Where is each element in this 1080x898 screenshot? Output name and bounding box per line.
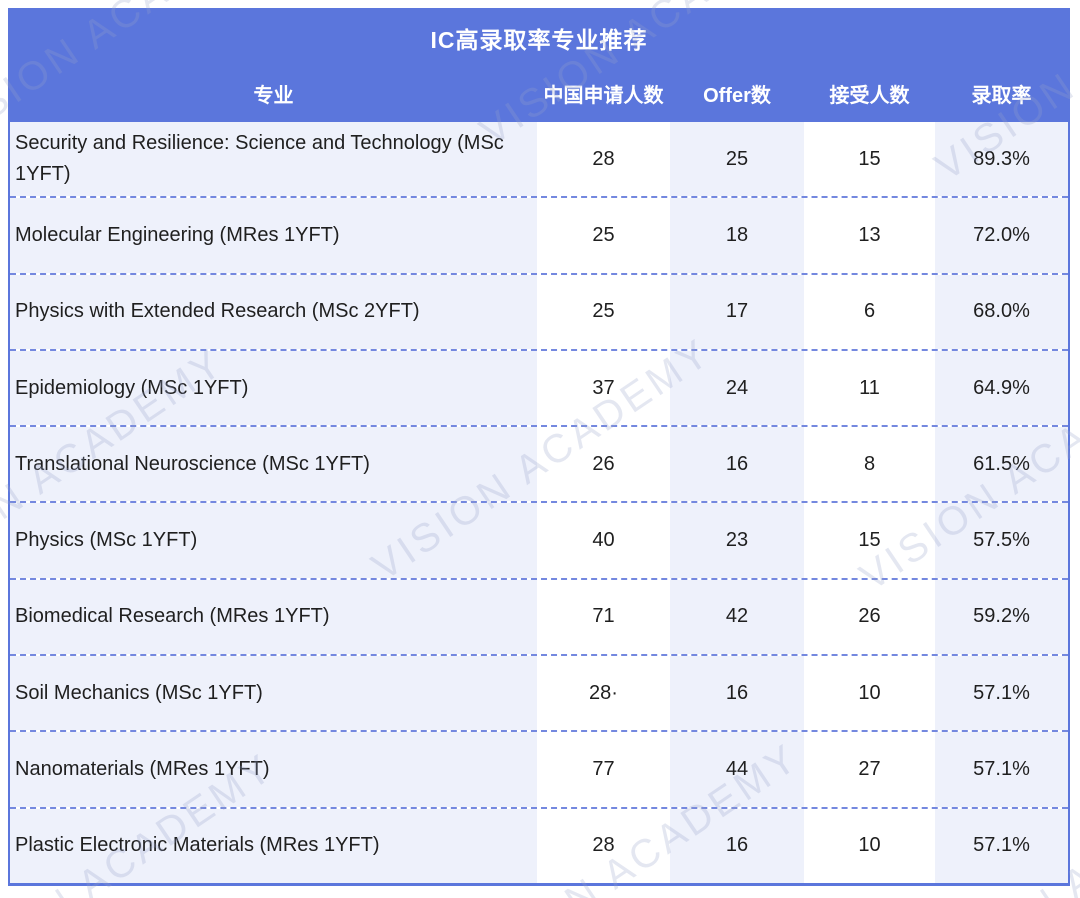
cell-accepted: 10 [804,656,935,731]
cell-accepted: 11 [804,350,935,426]
cell-china-applicants: 40 [537,503,670,578]
cell-admission-rate: 89.3% [935,122,1068,197]
cell-program: Epidemiology (MSc 1YFT) [10,350,537,426]
cell-offers: 17 [670,274,804,349]
cell-china-applicants: 26 [537,427,670,502]
cell-accepted: 15 [804,503,935,578]
column-header-accepted: 接受人数 [829,85,910,107]
cell-admission-rate: 72.0% [935,198,1068,273]
cell-program: Physics with Extended Research (MSc 2YFT… [10,274,537,349]
table-row: Physics (MSc 1YFT) 40 23 15 57.5% [10,501,1068,578]
table-row: Biomedical Research (MRes 1YFT) 71 42 26 59.… [10,577,1068,655]
cell-accepted: 10 [804,808,935,883]
table-row: Molecular Engineering (MRes 1YFT) 25 18 13 7… [10,196,1068,273]
cell-accepted: 6 [804,274,935,349]
cell-china-applicants: 28 [537,808,670,883]
cell-program: Plastic Electronic Materials (MRes 1YFT) [10,808,537,883]
cell-program: Biomedical Research (MRes 1YFT) [10,579,537,655]
column-header-program: 专业 [253,85,294,107]
cell-program: Molecular Engineering (MRes 1YFT) [10,198,537,273]
cell-china-applicants: 77 [537,732,670,807]
cell-program: Security and Resilience: Science and Tec… [10,122,537,197]
cell-program: Physics (MSc 1YFT) [10,503,537,578]
cell-offers: 18 [670,198,804,273]
cell-admission-rate: 68.0% [935,274,1068,349]
cell-admission-rate: 61.5% [935,427,1068,502]
cell-china-applicants: 37 [537,350,670,426]
cell-admission-rate: 57.1% [935,656,1068,731]
cell-program: Soil Mechanics (MSc 1YFT) [10,656,537,731]
cell-china-applicants: 71 [537,579,670,655]
cell-china-applicants: 25 [537,198,670,273]
cell-program: Translational Neuroscience (MSc 1YFT) [10,427,537,502]
cell-china-applicants: 28· [537,656,670,731]
table-header-row: 专业 中国申请人数 Offer数 接受人数 录取率 [10,65,1068,122]
cell-accepted: 8 [804,427,935,502]
cell-offers: 42 [670,579,804,655]
cell-offers: 24 [670,350,804,426]
cell-offers: 25 [670,122,804,197]
cell-offers: 16 [670,808,804,883]
cell-accepted: 13 [804,198,935,273]
cell-accepted: 27 [804,732,935,807]
table-row: Epidemiology (MSc 1YFT) 37 24 11 64.9% [10,348,1068,426]
cell-offers: 44 [670,732,804,807]
cell-offers: 16 [670,427,804,502]
table-body: Security and Resilience: Science and Tec… [10,122,1068,883]
cell-admission-rate: 57.1% [935,732,1068,807]
cell-offers: 16 [670,656,804,731]
cell-program: Nanomaterials (MRes 1YFT) [10,732,537,807]
cell-accepted: 15 [804,122,935,197]
cell-china-applicants: 25 [537,274,670,349]
cell-admission-rate: 64.9% [935,350,1068,426]
table-row: Translational Neuroscience (MSc 1YFT) 26 1… [10,425,1068,502]
cell-offers: 23 [670,503,804,578]
table-row: Nanomaterials (MRes 1YFT) 77 44 27 57.1% [10,730,1068,807]
column-header-rate: 录取率 [971,85,1032,107]
table-row: Security and Resilience: Science and Tec… [10,122,1068,197]
cell-admission-rate: 59.2% [935,579,1068,655]
admission-rate-table: IC高录取率专业推荐 专业 中国申请人数 Offer数 接受人数 录取率 Sec… [8,8,1070,886]
column-header-applicants: 中国申请人数 [543,85,664,107]
table-row: Plastic Electronic Materials (MRes 1YFT)… [10,806,1068,883]
column-header-offers: Offer数 [703,85,771,107]
table-row: Physics with Extended Research (MSc 2YFT… [10,272,1068,349]
table-title-band: IC高录取率专业推荐 [10,10,1068,65]
table-row: Soil Mechanics (MSc 1YFT) 28· 16 10 57.1% [10,654,1068,731]
cell-admission-rate: 57.1% [935,808,1068,883]
table-title: IC高录取率专业推荐 [430,26,648,53]
cell-accepted: 26 [804,579,935,655]
cell-china-applicants: 28 [537,122,670,197]
cell-admission-rate: 57.5% [935,503,1068,578]
